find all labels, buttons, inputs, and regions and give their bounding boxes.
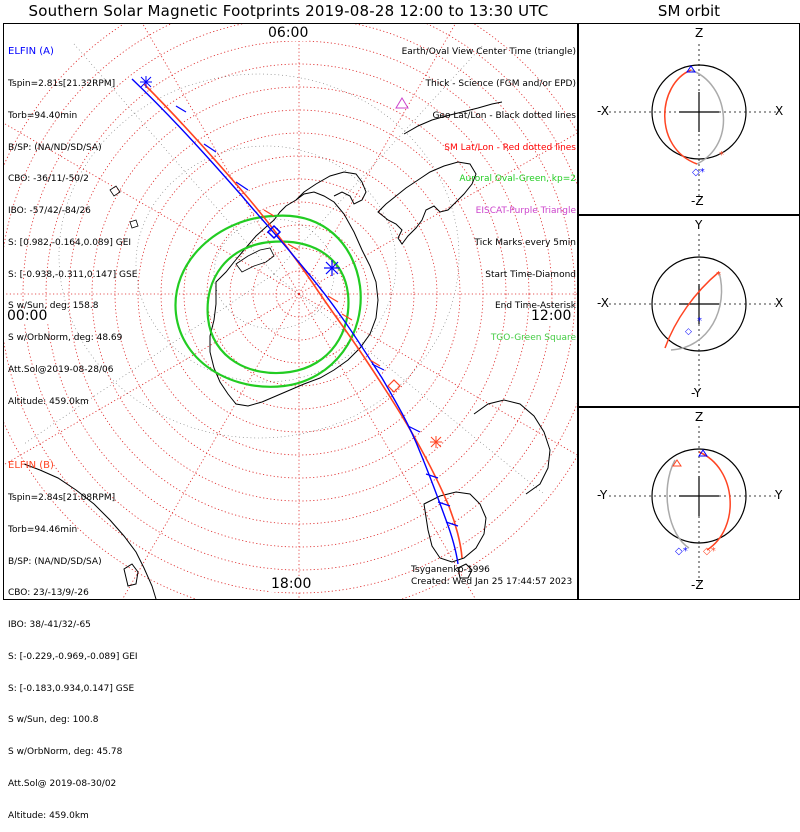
elfin-a-line: CBO: -36/11/-50/2 (8, 174, 89, 185)
legend-item: Auroral Oval-Green, kp=2 (459, 174, 576, 185)
elfin-a-line: IBO: -57/42/-84/26 (8, 206, 91, 217)
elfin-b-end-asterisk (430, 436, 442, 448)
svg-text:*: * (716, 270, 721, 281)
elfin-a-track (131, 78, 459, 565)
page-title: Southern Solar Magnetic Footprints 2019-… (28, 2, 549, 20)
sm-axis-right: X (775, 296, 784, 310)
elfin-a-info: ELFIN (A) Tspin=2.81s[21.32RPM] Torb=94.… (8, 26, 137, 418)
elfin-b-line: Att.Sol@ 2019-08-30/02 (8, 779, 117, 789)
elfin-a-line: Tspin=2.81s[21.32RPM] (8, 78, 116, 89)
svg-text:◇: ◇ (685, 327, 692, 337)
elfin-b-track (143, 83, 463, 559)
elfin-a-tick-marks (175, 105, 459, 527)
elfin-b-line: B/SP: (NA/ND/SD/SA) (8, 556, 102, 567)
elfin-a-line: S w/Sun, deg: 158.8 (8, 301, 99, 312)
sm-axis-bottom: -Z (691, 194, 704, 208)
model-credit: Tsyganenko-1996 (411, 565, 490, 575)
legend: Earth/Oval View Center Time (triangle) T… (402, 26, 576, 354)
elfin-b-line: Altitude: 459.0km (8, 810, 89, 821)
legend-item: SM Lat/Lon - Red dotted lines (444, 142, 576, 153)
africa-coastline (23, 463, 157, 600)
legend-item: EISCAT-Purple Triangle (475, 206, 576, 217)
elfin-b-line: IBO: 38/-41/32/-65 (8, 620, 91, 631)
svg-text:*: * (719, 150, 724, 161)
sm-orbit-plot-xz: ◇* * (609, 44, 779, 202)
tasmania-coastline (457, 563, 473, 579)
elfin-a-line: Att.Sol@2019-08-28/06 (8, 365, 114, 375)
elfin-a-line: Torb=94.40min (8, 110, 78, 121)
legend-item: Start Time-Diamond (485, 269, 576, 280)
australia-coastline (423, 491, 487, 563)
elfin-b-line: CBO: 23/-13/9/-26 (8, 588, 89, 599)
south-america-coastline (377, 161, 477, 245)
legend-item: Tick Marks every 5min (474, 237, 576, 248)
elfin-a-start-diamond (266, 224, 282, 240)
elfin-b-name: ELFIN (B) (8, 460, 54, 472)
south-america-upper-coastline (403, 101, 503, 135)
elfin-a-line: Altitude: 459.0km (8, 396, 89, 407)
elfin-b-tick-marks (263, 209, 381, 367)
elfin-a-start-asterisk (140, 76, 152, 88)
auroral-oval-inner (206, 240, 350, 375)
sm-axis-left: -X (597, 104, 609, 118)
legend-item: Thick - Science (FGM and/or EPD) (425, 78, 576, 89)
svg-text:◇*: ◇* (703, 546, 716, 557)
geo-grid (23, 43, 545, 495)
elfin-b-line: S w/OrbNorm, deg: 45.78 (8, 747, 123, 758)
sm-axis-left: -Y (597, 488, 608, 502)
sm-orbit-plot-yz: ◇* ◇* (609, 426, 779, 586)
legend-item: Earth/Oval View Center Time (triangle) (401, 47, 576, 58)
legend-item: End Time-Asterisk (494, 301, 576, 312)
islands-coastline (109, 185, 139, 229)
sm-axis-top: Y (695, 218, 703, 232)
sm-orbit-title: SM orbit (657, 2, 721, 20)
legend-item: TGO-Green Square (490, 333, 576, 344)
australia-southern-coastline (473, 399, 551, 495)
sm-orbit-panel-xy: * * ◇ Y -Y -X X (578, 215, 800, 407)
elfin-b-line: Torb=94.46min (8, 524, 78, 535)
elfin-b-start-diamond (387, 379, 401, 393)
sm-axis-top: Z (695, 410, 704, 424)
sm-axis-bottom: -Y (691, 386, 702, 400)
elfin-a-line: S: [-0.938,-0.311,0.147] GSE (8, 269, 138, 280)
svg-text:◇*: ◇* (692, 167, 705, 178)
elfin-b-info: ELFIN (B) Tspin=2.84s[21.08RPM] Torb=94.… (8, 440, 138, 832)
legend-item: Geo Lat/Lon - Black dotted lines (432, 110, 576, 121)
svg-text:◇*: ◇* (675, 546, 688, 557)
clock-label-bottom: 18:00 (270, 576, 313, 592)
sm-orbit-plot-xy: * * ◇ (609, 234, 779, 394)
elfin-a-end-asterisk (324, 260, 340, 276)
elfin-b-line: Tspin=2.84s[21.08RPM] (8, 492, 116, 503)
sm-axis-left: -X (597, 296, 609, 310)
elfin-b-line: S: [-0.183,0.934,0.147] GSE (8, 683, 135, 694)
elfin-b-line: S: [-0.229,-0.969,-0.089] GEI (8, 651, 138, 662)
clock-label-left: 00:00 (6, 308, 49, 324)
created-timestamp: Created: Wed Jan 25 17:44:57 2023 (411, 577, 573, 587)
sm-axis-top: Z (695, 26, 704, 40)
madagascar-coastline (123, 563, 139, 587)
clock-label-top: 06:00 (267, 25, 310, 41)
sm-axis-right: X (775, 104, 784, 118)
sm-orbit-panel-xz: ◇* * Z -Z -X X (578, 23, 800, 215)
sm-axis-right: Y (775, 488, 783, 502)
elfin-a-line: B/SP: (NA/ND/SD/SA) (8, 142, 102, 153)
elfin-a-line: S w/OrbNorm, deg: 48.69 (8, 333, 123, 344)
ice-shelf-coastline (235, 247, 275, 273)
svg-text:*: * (697, 316, 702, 327)
antarctic-peninsula-coastline (295, 171, 367, 205)
elfin-b-line: S w/Sun, deg: 100.8 (8, 715, 99, 726)
eiscat-triangle (395, 97, 409, 109)
clock-label-right: 12:00 (530, 308, 573, 324)
sm-orbit-panel-yz: ◇* ◇* Z -Z -Y Y (578, 407, 800, 600)
sm-longitude-grid (0, 0, 625, 624)
sm-axis-bottom: -Z (691, 578, 704, 592)
elfin-a-name: ELFIN (A) (8, 46, 54, 58)
elfin-a-line: S: [0.982,-0.164,0.089] GEI (8, 237, 132, 248)
auroral-oval-outer (174, 214, 362, 388)
